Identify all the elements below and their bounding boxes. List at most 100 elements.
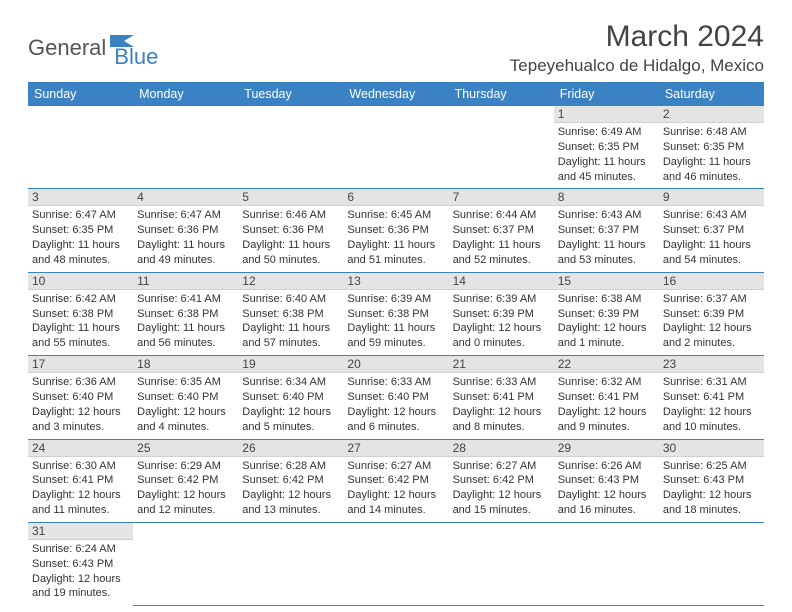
- calendar-day-cell: 1Sunrise: 6:49 AMSunset: 6:35 PMDaylight…: [554, 106, 659, 189]
- day-number: 31: [28, 523, 133, 540]
- day-details: Sunrise: 6:31 AMSunset: 6:41 PMDaylight:…: [659, 373, 764, 438]
- calendar-day-cell: 5Sunrise: 6:46 AMSunset: 6:36 PMDaylight…: [238, 189, 343, 272]
- calendar-day-cell: 2Sunrise: 6:48 AMSunset: 6:35 PMDaylight…: [659, 106, 764, 189]
- day-number: 1: [554, 106, 659, 123]
- day-details: Sunrise: 6:39 AMSunset: 6:39 PMDaylight:…: [449, 290, 554, 355]
- location-label: Tepeyehualco de Hidalgo, Mexico: [510, 56, 764, 76]
- calendar-day-cell: 14Sunrise: 6:39 AMSunset: 6:39 PMDayligh…: [449, 272, 554, 355]
- calendar-empty-cell: [554, 522, 659, 605]
- calendar-week-row: 31Sunrise: 6:24 AMSunset: 6:43 PMDayligh…: [28, 522, 764, 605]
- day-number: 25: [133, 440, 238, 457]
- day-details: Sunrise: 6:43 AMSunset: 6:37 PMDaylight:…: [554, 206, 659, 271]
- day-number: 21: [449, 356, 554, 373]
- calendar-day-cell: 26Sunrise: 6:28 AMSunset: 6:42 PMDayligh…: [238, 439, 343, 522]
- day-number: 7: [449, 189, 554, 206]
- day-number: 8: [554, 189, 659, 206]
- day-details: Sunrise: 6:41 AMSunset: 6:38 PMDaylight:…: [133, 290, 238, 355]
- calendar-day-cell: 23Sunrise: 6:31 AMSunset: 6:41 PMDayligh…: [659, 356, 764, 439]
- day-number: 11: [133, 273, 238, 290]
- calendar-empty-cell: [133, 106, 238, 189]
- day-header: Thursday: [449, 82, 554, 106]
- calendar-day-cell: 31Sunrise: 6:24 AMSunset: 6:43 PMDayligh…: [28, 522, 133, 605]
- day-header: Friday: [554, 82, 659, 106]
- day-details: Sunrise: 6:33 AMSunset: 6:40 PMDaylight:…: [343, 373, 448, 438]
- day-details: Sunrise: 6:27 AMSunset: 6:42 PMDaylight:…: [343, 457, 448, 522]
- day-details: Sunrise: 6:46 AMSunset: 6:36 PMDaylight:…: [238, 206, 343, 271]
- day-details: Sunrise: 6:36 AMSunset: 6:40 PMDaylight:…: [28, 373, 133, 438]
- day-number: 23: [659, 356, 764, 373]
- day-details: Sunrise: 6:40 AMSunset: 6:38 PMDaylight:…: [238, 290, 343, 355]
- calendar-day-cell: 15Sunrise: 6:38 AMSunset: 6:39 PMDayligh…: [554, 272, 659, 355]
- day-details: Sunrise: 6:47 AMSunset: 6:35 PMDaylight:…: [28, 206, 133, 271]
- day-number: 12: [238, 273, 343, 290]
- day-number: 14: [449, 273, 554, 290]
- day-number: 4: [133, 189, 238, 206]
- calendar-day-cell: 17Sunrise: 6:36 AMSunset: 6:40 PMDayligh…: [28, 356, 133, 439]
- day-header: Wednesday: [343, 82, 448, 106]
- day-details: Sunrise: 6:34 AMSunset: 6:40 PMDaylight:…: [238, 373, 343, 438]
- day-details: Sunrise: 6:47 AMSunset: 6:36 PMDaylight:…: [133, 206, 238, 271]
- calendar-week-row: 10Sunrise: 6:42 AMSunset: 6:38 PMDayligh…: [28, 272, 764, 355]
- calendar-day-cell: 25Sunrise: 6:29 AMSunset: 6:42 PMDayligh…: [133, 439, 238, 522]
- calendar-day-cell: 28Sunrise: 6:27 AMSunset: 6:42 PMDayligh…: [449, 439, 554, 522]
- title-block: March 2024 Tepeyehualco de Hidalgo, Mexi…: [510, 20, 764, 76]
- calendar-day-cell: 8Sunrise: 6:43 AMSunset: 6:37 PMDaylight…: [554, 189, 659, 272]
- calendar-week-row: 1Sunrise: 6:49 AMSunset: 6:35 PMDaylight…: [28, 106, 764, 189]
- day-number: 13: [343, 273, 448, 290]
- day-details: Sunrise: 6:48 AMSunset: 6:35 PMDaylight:…: [659, 123, 764, 188]
- day-details: Sunrise: 6:49 AMSunset: 6:35 PMDaylight:…: [554, 123, 659, 188]
- calendar-day-cell: 16Sunrise: 6:37 AMSunset: 6:39 PMDayligh…: [659, 272, 764, 355]
- day-number: 17: [28, 356, 133, 373]
- day-number: 27: [343, 440, 448, 457]
- calendar-day-cell: 30Sunrise: 6:25 AMSunset: 6:43 PMDayligh…: [659, 439, 764, 522]
- calendar-empty-cell: [238, 522, 343, 605]
- calendar-day-cell: 20Sunrise: 6:33 AMSunset: 6:40 PMDayligh…: [343, 356, 448, 439]
- calendar-week-row: 3Sunrise: 6:47 AMSunset: 6:35 PMDaylight…: [28, 189, 764, 272]
- day-number: 29: [554, 440, 659, 457]
- day-details: Sunrise: 6:42 AMSunset: 6:38 PMDaylight:…: [28, 290, 133, 355]
- calendar-day-cell: 7Sunrise: 6:44 AMSunset: 6:37 PMDaylight…: [449, 189, 554, 272]
- calendar-day-cell: 29Sunrise: 6:26 AMSunset: 6:43 PMDayligh…: [554, 439, 659, 522]
- day-number: 26: [238, 440, 343, 457]
- calendar-day-cell: 27Sunrise: 6:27 AMSunset: 6:42 PMDayligh…: [343, 439, 448, 522]
- header: General Blue March 2024 Tepeyehualco de …: [28, 20, 764, 76]
- calendar-day-cell: 12Sunrise: 6:40 AMSunset: 6:38 PMDayligh…: [238, 272, 343, 355]
- logo-text-general: General: [28, 35, 106, 61]
- calendar-table: SundayMondayTuesdayWednesdayThursdayFrid…: [28, 82, 764, 606]
- calendar-day-cell: 4Sunrise: 6:47 AMSunset: 6:36 PMDaylight…: [133, 189, 238, 272]
- day-details: Sunrise: 6:35 AMSunset: 6:40 PMDaylight:…: [133, 373, 238, 438]
- day-number: 3: [28, 189, 133, 206]
- day-number: 6: [343, 189, 448, 206]
- day-header: Saturday: [659, 82, 764, 106]
- day-details: Sunrise: 6:27 AMSunset: 6:42 PMDaylight:…: [449, 457, 554, 522]
- day-details: Sunrise: 6:37 AMSunset: 6:39 PMDaylight:…: [659, 290, 764, 355]
- page-title: March 2024: [510, 20, 764, 54]
- day-header: Sunday: [28, 82, 133, 106]
- calendar-empty-cell: [28, 106, 133, 189]
- day-number: 28: [449, 440, 554, 457]
- calendar-day-cell: 18Sunrise: 6:35 AMSunset: 6:40 PMDayligh…: [133, 356, 238, 439]
- day-number: 16: [659, 273, 764, 290]
- day-details: Sunrise: 6:32 AMSunset: 6:41 PMDaylight:…: [554, 373, 659, 438]
- day-header: Monday: [133, 82, 238, 106]
- calendar-header-row: SundayMondayTuesdayWednesdayThursdayFrid…: [28, 82, 764, 106]
- day-details: Sunrise: 6:44 AMSunset: 6:37 PMDaylight:…: [449, 206, 554, 271]
- day-details: Sunrise: 6:25 AMSunset: 6:43 PMDaylight:…: [659, 457, 764, 522]
- calendar-day-cell: 10Sunrise: 6:42 AMSunset: 6:38 PMDayligh…: [28, 272, 133, 355]
- calendar-day-cell: 13Sunrise: 6:39 AMSunset: 6:38 PMDayligh…: [343, 272, 448, 355]
- calendar-day-cell: 19Sunrise: 6:34 AMSunset: 6:40 PMDayligh…: [238, 356, 343, 439]
- calendar-week-row: 24Sunrise: 6:30 AMSunset: 6:41 PMDayligh…: [28, 439, 764, 522]
- day-number: 20: [343, 356, 448, 373]
- day-details: Sunrise: 6:39 AMSunset: 6:38 PMDaylight:…: [343, 290, 448, 355]
- calendar-day-cell: 24Sunrise: 6:30 AMSunset: 6:41 PMDayligh…: [28, 439, 133, 522]
- calendar-empty-cell: [343, 106, 448, 189]
- day-number: 5: [238, 189, 343, 206]
- day-details: Sunrise: 6:24 AMSunset: 6:43 PMDaylight:…: [28, 540, 133, 605]
- calendar-empty-cell: [238, 106, 343, 189]
- calendar-body: 1Sunrise: 6:49 AMSunset: 6:35 PMDaylight…: [28, 106, 764, 605]
- day-details: Sunrise: 6:30 AMSunset: 6:41 PMDaylight:…: [28, 457, 133, 522]
- day-number: 30: [659, 440, 764, 457]
- day-details: Sunrise: 6:26 AMSunset: 6:43 PMDaylight:…: [554, 457, 659, 522]
- calendar-day-cell: 6Sunrise: 6:45 AMSunset: 6:36 PMDaylight…: [343, 189, 448, 272]
- day-number: 15: [554, 273, 659, 290]
